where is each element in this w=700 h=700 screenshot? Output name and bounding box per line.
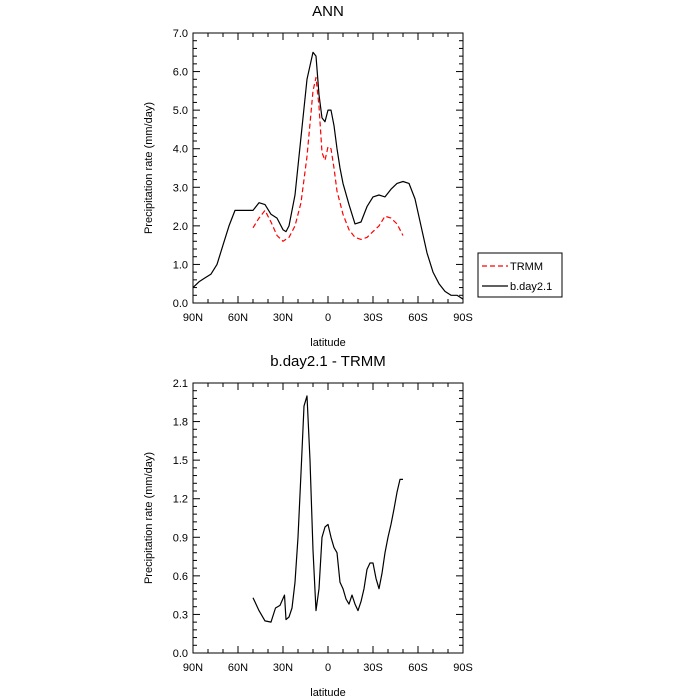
chart-1-series-line-b-day2-1	[192, 51, 464, 300]
chart-1-x-axis-label: latitude	[310, 337, 345, 349]
chart-2-x-tick-label: 90S	[453, 662, 473, 674]
chart-1-y-axis-label: Precipitation rate (mm/day)	[143, 102, 155, 234]
chart-1-y-tick-label: 7.0	[173, 28, 188, 40]
chart-2-plot-frame	[192, 382, 464, 654]
chart-2-y-tick-label: 1.8	[173, 417, 188, 429]
chart-2-y-tick-label: 1.2	[173, 494, 188, 506]
chart-2-title: b.day2.1 - TRMM	[270, 353, 386, 370]
chart-1-series-line-trmm	[252, 76, 404, 242]
chart-2-x-tick-label: 60N	[228, 662, 248, 674]
chart-1-x-tick-label: 30N	[273, 312, 293, 324]
chart-2-y-tick-label: 2.1	[173, 378, 188, 390]
chart-1-x-tick-label: 0	[325, 312, 331, 324]
chart-1-plot-frame	[192, 32, 464, 304]
chart-2-x-tick-label: 30N	[273, 662, 293, 674]
chart-2-y-tick-label: 0.0	[173, 648, 188, 660]
chart-1-x-tick-label: 90N	[183, 312, 203, 324]
chart-1-y-tick-label: 6.0	[173, 67, 188, 79]
chart-1-title: ANN	[312, 3, 344, 20]
chart-1-x-tick-label: 60S	[408, 312, 428, 324]
chart-1-y-tick-label: 4.0	[173, 144, 188, 156]
chart-2-y-tick-label: 0.6	[173, 571, 188, 583]
chart-1-legend-box	[477, 252, 563, 298]
chart-2-y-tick-label: 0.3	[173, 609, 188, 621]
chart-2-x-axis-label: latitude	[310, 687, 345, 699]
chart-1-x-tick-label: 30S	[363, 312, 383, 324]
chart-1-legend-label: b.day2.1	[510, 281, 552, 293]
chart-1-y-tick-label: 5.0	[173, 105, 188, 117]
chart-2-x-tick-label: 90N	[183, 662, 203, 674]
chart-2-y-tick-label: 0.9	[173, 532, 188, 544]
chart-1-legend-label: TRMM	[510, 261, 543, 273]
chart-2-x-tick-label: 0	[325, 662, 331, 674]
chart-1-y-tick-label: 0.0	[173, 298, 188, 310]
chart-1-y-tick-label: 2.0	[173, 221, 188, 233]
chart-2-y-tick-label: 1.5	[173, 455, 188, 467]
chart-1-x-tick-label: 90S	[453, 312, 473, 324]
chart-2-x-tick-label: 30S	[363, 662, 383, 674]
chart-2-x-tick-label: 60S	[408, 662, 428, 674]
chart-1-y-tick-label: 1.0	[173, 259, 188, 271]
chart-2-y-axis-label: Precipitation rate (mm/day)	[143, 452, 155, 584]
chart-2-series-line-b-day2-1-trmm	[252, 395, 403, 623]
chart-1-y-tick-label: 3.0	[173, 182, 188, 194]
chart-1-x-tick-label: 60N	[228, 312, 248, 324]
